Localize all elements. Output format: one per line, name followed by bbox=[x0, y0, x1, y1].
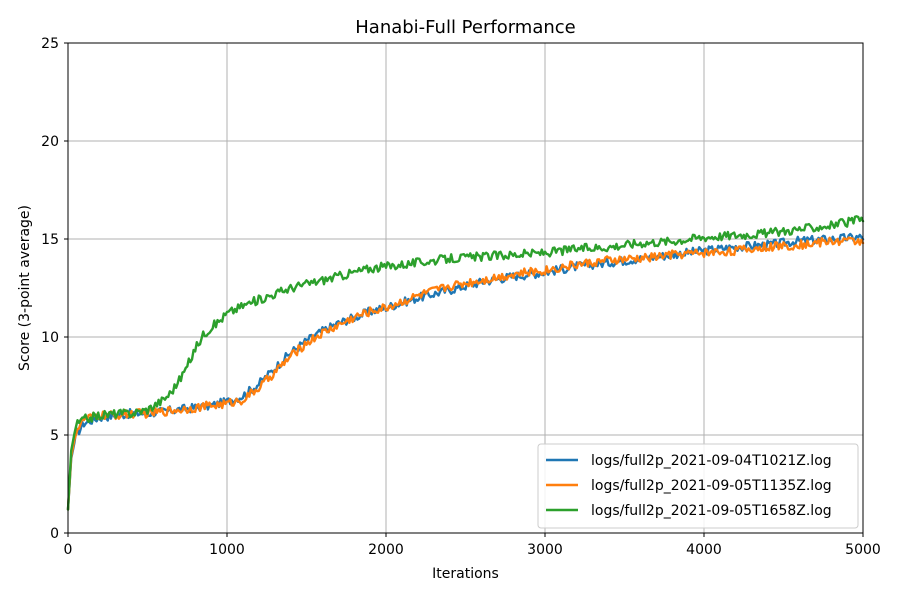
x-tick-label: 3000 bbox=[527, 542, 563, 558]
x-tick-label: 1000 bbox=[209, 542, 245, 558]
y-tick-label: 0 bbox=[50, 526, 59, 542]
legend-label: logs/full2p_2021-09-04T1021Z.log bbox=[591, 453, 832, 469]
y-tick-label: 5 bbox=[50, 428, 59, 444]
x-tick-label: 5000 bbox=[845, 542, 881, 558]
legend: logs/full2p_2021-09-04T1021Z.log logs/ful… bbox=[537, 443, 859, 529]
x-axis-label: Iterations bbox=[432, 566, 499, 582]
x-tick-label: 4000 bbox=[686, 542, 722, 558]
chart-title: Hanabi-Full Performance bbox=[355, 17, 576, 38]
legend-label: logs/full2p_2021-09-05T1135Z.log bbox=[591, 478, 832, 494]
y-tick-label: 20 bbox=[41, 134, 59, 150]
legend-box bbox=[537, 443, 859, 529]
series-line-3 bbox=[66, 215, 865, 511]
y-tick-label: 15 bbox=[41, 232, 59, 248]
y-tick-label: 25 bbox=[41, 36, 59, 52]
plot-frame bbox=[67, 42, 864, 534]
ticks: 0 1000 2000 3000 4000 5000 0 5 10 15 20 25 bbox=[41, 36, 881, 558]
y-tick-label: 10 bbox=[41, 330, 59, 346]
series-line-2 bbox=[66, 236, 865, 511]
legend-label: logs/full2p_2021-09-05T1658Z.log bbox=[591, 503, 832, 519]
y-axis-label: Score (3-point average) bbox=[17, 205, 33, 371]
x-tick-label: 2000 bbox=[368, 542, 404, 558]
x-tick-label: 0 bbox=[64, 542, 73, 558]
series-group bbox=[66, 215, 865, 511]
